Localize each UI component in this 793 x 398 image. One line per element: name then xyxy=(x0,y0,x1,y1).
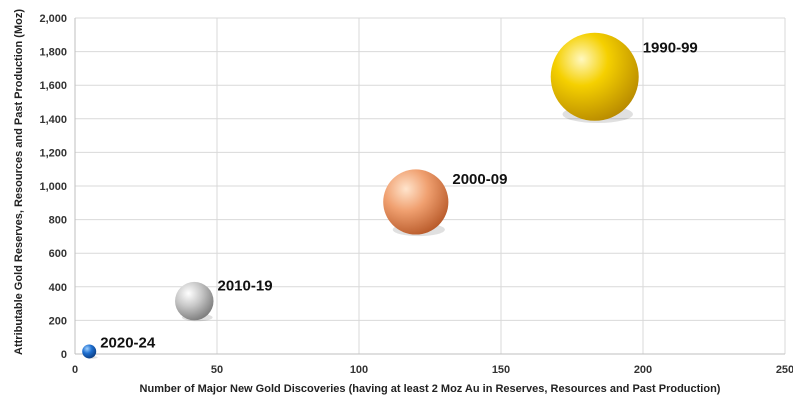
bubble-labels: 2020-24 2010-19 2000-09 1990-99 xyxy=(100,40,698,352)
bubble-2010-19 xyxy=(175,281,214,321)
x-tick-label: 100 xyxy=(350,364,368,376)
bubble-label-2010-19: 2010-19 xyxy=(218,278,273,295)
x-tick-label: 150 xyxy=(492,364,510,376)
y-tick-label: 200 xyxy=(49,315,67,327)
y-tick-label: 800 xyxy=(49,215,67,227)
x-tick-label: 200 xyxy=(634,364,652,376)
bubble-label-2020-24: 2020-24 xyxy=(100,335,156,352)
y-tick-label: 600 xyxy=(49,248,67,260)
x-tick-label: 50 xyxy=(211,364,223,376)
y-tick-label: 1,000 xyxy=(39,181,67,193)
y-tick-label: 1,600 xyxy=(39,80,67,92)
y-tick-label: 1,800 xyxy=(39,47,67,59)
y-tick-label: 1,200 xyxy=(39,147,67,159)
bubble-1990-99 xyxy=(550,32,639,121)
axes xyxy=(74,18,785,355)
y-tick-label: 0 xyxy=(61,349,67,361)
y-axis-title: Attributable Gold Reserves, Resources an… xyxy=(13,9,25,355)
x-axis-title: Number of Major New Gold Discoveries (ha… xyxy=(140,383,721,395)
y-tick-label: 400 xyxy=(49,282,67,294)
y-tick-label: 2,000 xyxy=(39,13,67,25)
bubble-2000-09 xyxy=(383,169,449,235)
bubble-2020-24 xyxy=(82,344,97,359)
x-tick-label: 250 xyxy=(776,364,793,376)
x-tick-label: 0 xyxy=(72,364,78,376)
bubble-label-1990-99: 1990-99 xyxy=(643,40,698,57)
bubbles xyxy=(82,32,639,359)
bubble-label-2000-09: 2000-09 xyxy=(452,171,507,188)
x-tick-labels: 0 50 100 150 200 250 xyxy=(72,364,793,376)
y-tick-labels: 0 200 400 600 800 1,000 1,200 1,400 1,600 1,800 2,… xyxy=(39,13,67,361)
y-tick-label: 1,400 xyxy=(39,114,67,126)
